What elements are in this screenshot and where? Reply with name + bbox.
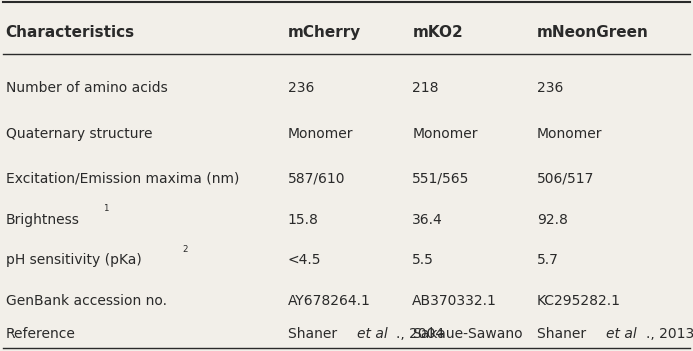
Text: 236: 236 bbox=[288, 81, 314, 95]
Text: Quaternary structure: Quaternary structure bbox=[6, 127, 152, 141]
Text: ., 2004: ., 2004 bbox=[396, 327, 444, 341]
Text: mKO2: mKO2 bbox=[412, 25, 463, 40]
Text: Shaner: Shaner bbox=[537, 327, 590, 341]
Text: AY678264.1: AY678264.1 bbox=[288, 294, 371, 308]
Text: Number of amino acids: Number of amino acids bbox=[6, 81, 167, 95]
Text: mCherry: mCherry bbox=[288, 25, 361, 40]
Text: KC295282.1: KC295282.1 bbox=[537, 294, 621, 308]
Text: 92.8: 92.8 bbox=[537, 213, 568, 227]
Text: <4.5: <4.5 bbox=[288, 253, 321, 267]
Text: 236: 236 bbox=[537, 81, 563, 95]
Text: Brightness: Brightness bbox=[6, 213, 80, 227]
Text: Excitation/Emission maxima (nm): Excitation/Emission maxima (nm) bbox=[6, 172, 239, 186]
Text: pH sensitivity (pKa): pH sensitivity (pKa) bbox=[6, 253, 141, 267]
Text: ., 2013: ., 2013 bbox=[646, 327, 693, 341]
Text: et al: et al bbox=[606, 327, 637, 341]
Text: Characteristics: Characteristics bbox=[6, 25, 134, 40]
Text: 1: 1 bbox=[103, 204, 108, 213]
Text: Sakaue-Sawano: Sakaue-Sawano bbox=[412, 327, 523, 341]
Text: 36.4: 36.4 bbox=[412, 213, 443, 227]
Text: 5.7: 5.7 bbox=[537, 253, 559, 267]
Text: et al: et al bbox=[357, 327, 387, 341]
Text: Shaner: Shaner bbox=[288, 327, 341, 341]
Text: Monomer: Monomer bbox=[412, 127, 478, 141]
Text: 2: 2 bbox=[183, 245, 188, 254]
Text: Monomer: Monomer bbox=[288, 127, 353, 141]
Text: 506/517: 506/517 bbox=[537, 172, 595, 186]
Text: 218: 218 bbox=[412, 81, 439, 95]
Text: 587/610: 587/610 bbox=[288, 172, 345, 186]
Text: mNeonGreen: mNeonGreen bbox=[537, 25, 649, 40]
Text: Reference: Reference bbox=[6, 327, 76, 341]
Text: GenBank accession no.: GenBank accession no. bbox=[6, 294, 166, 308]
Text: AB370332.1: AB370332.1 bbox=[412, 294, 497, 308]
Text: 5.5: 5.5 bbox=[412, 253, 435, 267]
Text: Monomer: Monomer bbox=[537, 127, 603, 141]
Text: 551/565: 551/565 bbox=[412, 172, 470, 186]
Text: 15.8: 15.8 bbox=[288, 213, 319, 227]
